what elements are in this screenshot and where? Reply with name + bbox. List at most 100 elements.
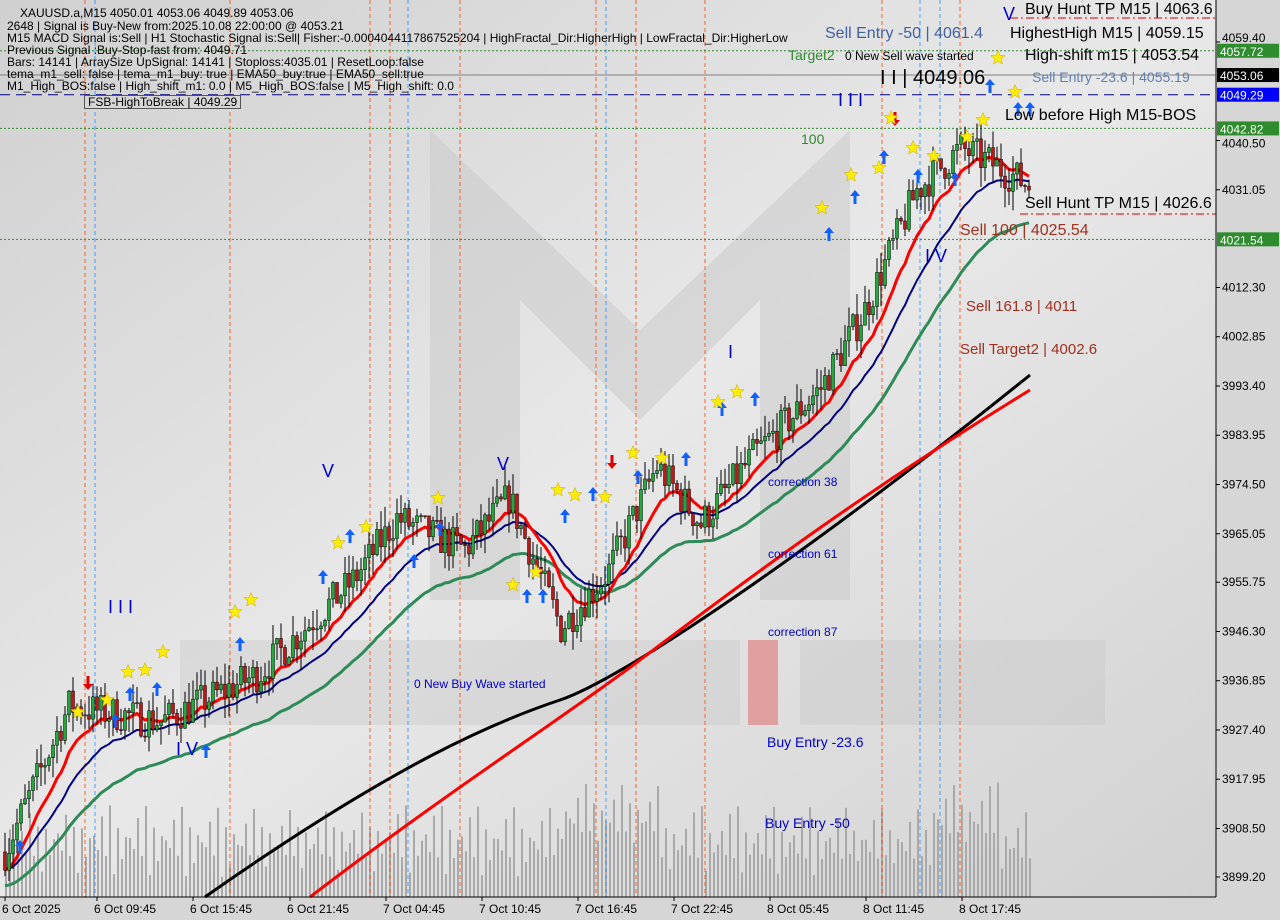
candle <box>975 138 979 142</box>
candle <box>415 515 419 523</box>
candle <box>403 508 407 523</box>
candle <box>463 544 467 546</box>
candle <box>47 757 51 766</box>
candle <box>647 478 651 482</box>
candle <box>875 272 879 307</box>
signal-star-icon <box>99 691 115 707</box>
candle <box>443 528 447 553</box>
candle <box>171 702 175 714</box>
candle <box>391 538 395 541</box>
previous-signal-line: Previous Signal :Buy-Stop-fast from: 404… <box>7 43 248 57</box>
candle <box>839 353 843 366</box>
candle <box>531 558 535 565</box>
candle <box>279 638 283 648</box>
buy-arrow-icon <box>824 227 834 241</box>
candle <box>291 635 295 659</box>
buy-entry-50-label: Buy Entry -50 <box>765 815 850 831</box>
correction-61-label: correction 61 <box>768 547 838 561</box>
bars-line: Bars: 14141 | ArraySize UpSignal: 14141 … <box>7 55 424 69</box>
buy-arrow-icon <box>110 714 120 728</box>
candle <box>431 520 435 538</box>
buy-arrow-icon <box>152 682 162 696</box>
candle <box>107 718 111 722</box>
y-tick-label: 4031.05 <box>1222 183 1266 197</box>
candle <box>667 465 671 486</box>
signal-star-icon <box>330 534 346 550</box>
candle <box>71 690 75 713</box>
candle <box>547 570 551 587</box>
candle <box>507 485 511 514</box>
candle <box>223 683 227 698</box>
candle <box>759 440 763 444</box>
candle <box>779 410 783 450</box>
candle <box>735 463 739 484</box>
candle <box>471 535 475 555</box>
candle <box>35 763 39 778</box>
fsb-label: FSB-HighToBreak | 4049.29 <box>84 95 242 109</box>
candle <box>51 744 55 758</box>
signal-star-icon <box>358 518 374 534</box>
level-100-label: 100 <box>801 131 825 147</box>
candle <box>435 520 439 522</box>
buy-arrow-icon <box>681 452 691 466</box>
candle <box>979 138 983 168</box>
candle <box>727 483 731 489</box>
candle <box>971 141 975 156</box>
price-badge <box>1217 87 1279 102</box>
candle <box>19 803 23 824</box>
y-tick-label: 3983.95 <box>1222 428 1266 442</box>
candle <box>723 483 727 489</box>
candle <box>623 536 627 549</box>
candle <box>627 515 631 549</box>
candle <box>939 158 943 169</box>
candle <box>363 557 367 570</box>
candle <box>683 488 687 512</box>
signal-star-icon <box>883 109 899 125</box>
candle <box>347 573 351 588</box>
candle <box>143 735 147 738</box>
candle <box>767 433 771 437</box>
candle <box>811 395 815 406</box>
candle <box>123 710 127 731</box>
price-badge-label: 4057.72 <box>1220 45 1264 59</box>
wave-iii-label: I I I <box>108 597 133 617</box>
low-before-high-label: Low before High M15-BOS <box>1005 107 1196 124</box>
ii-level-label: I I | 4049.06 <box>880 67 985 89</box>
buy-arrow-icon <box>1025 102 1035 116</box>
candle <box>783 407 787 411</box>
candle <box>919 188 923 198</box>
candle <box>315 628 319 631</box>
candle <box>339 595 343 604</box>
candle <box>63 714 67 741</box>
candle <box>603 584 607 587</box>
candle <box>711 518 715 528</box>
candle <box>423 515 427 517</box>
wave-iv-label-2: I V <box>925 246 947 266</box>
buy-arrow-icon <box>913 169 923 183</box>
candle <box>179 723 183 729</box>
candle <box>447 528 451 557</box>
candle <box>831 354 835 391</box>
candle <box>399 513 403 523</box>
candle <box>395 513 399 539</box>
candle <box>571 612 575 632</box>
x-tick-label: 6 Oct 15:45 <box>190 902 252 916</box>
signal-star-icon <box>729 383 745 399</box>
candle <box>771 430 775 434</box>
candle <box>467 545 471 555</box>
signal-star-icon <box>1007 83 1023 99</box>
candle <box>887 240 891 260</box>
candle <box>283 647 287 665</box>
candle <box>903 220 907 230</box>
candle <box>687 488 691 514</box>
y-tick-label: 4040.50 <box>1222 136 1266 150</box>
candle <box>267 676 271 679</box>
y-tick-label: 3965.05 <box>1222 527 1266 541</box>
candle <box>1007 187 1011 192</box>
buy-arrow-icon <box>633 470 643 484</box>
candle <box>599 586 603 595</box>
candle <box>311 627 315 631</box>
candle <box>175 713 179 725</box>
